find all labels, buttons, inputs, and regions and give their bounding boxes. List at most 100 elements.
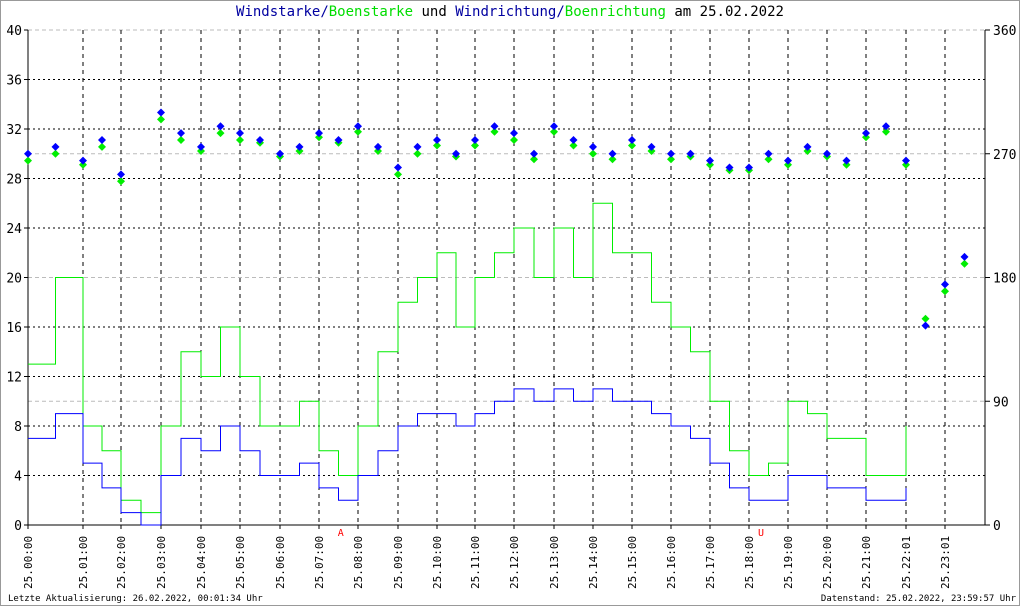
direction-point-windrichtung [706, 156, 714, 165]
y-tick-label-right: 180 [993, 272, 1016, 287]
direction-point-windrichtung [452, 149, 460, 158]
x-tick-date: 25. [821, 569, 834, 589]
y-tick-label-left: 20 [6, 272, 22, 287]
direction-point-boenrichtung [862, 133, 870, 142]
x-tick-label: 05:00 [234, 536, 247, 569]
direction-point-windrichtung [394, 163, 402, 172]
chart-title: Windstarke/Boenstarke und Windrichtung/B… [0, 4, 1020, 20]
direction-point-windrichtung [315, 129, 323, 138]
direction-point-boenrichtung [79, 160, 87, 169]
title-direction: Windrichtung [455, 4, 557, 20]
direction-point-windrichtung [803, 142, 812, 151]
direction-point-windrichtung [490, 122, 499, 131]
direction-point-boenrichtung [51, 149, 60, 158]
title-gust: Boenstarke [328, 4, 414, 20]
direction-point-boenrichtung [550, 127, 558, 136]
direction-point-boenrichtung [236, 136, 244, 144]
direction-point-windrichtung [276, 149, 284, 158]
direction-point-windrichtung [79, 156, 87, 165]
series-line-boenstarke [28, 202, 907, 514]
direction-point-windrichtung [177, 129, 185, 138]
direction-point-boenrichtung [941, 287, 949, 296]
x-tick-label: 21:00 [860, 536, 873, 569]
direction-point-windrichtung [510, 129, 518, 138]
x-tick-label: 02:00 [115, 536, 128, 569]
title-date: am 25.02.2022 [665, 4, 784, 20]
direction-point-boenrichtung [842, 160, 851, 169]
direction-point-boenrichtung [315, 133, 323, 142]
direction-point-boenrichtung [706, 160, 714, 169]
direction-point-windrichtung [51, 142, 60, 151]
direction-point-boenrichtung [589, 149, 597, 158]
direction-point-windrichtung [471, 136, 479, 144]
direction-point-windrichtung [98, 136, 106, 144]
x-tick-date: 25. [665, 569, 678, 589]
x-tick-date: 25. [508, 569, 521, 589]
x-tick-label: 13:00 [548, 536, 561, 569]
title-gust-direction: Boenrichtung [564, 4, 666, 20]
direction-point-windrichtung [295, 142, 304, 151]
direction-point-boenrichtung [24, 156, 32, 165]
direction-point-boenrichtung [882, 127, 890, 136]
x-tick-date: 25. [431, 569, 444, 589]
x-tick-date: 25. [939, 569, 952, 589]
direction-point-windrichtung [921, 321, 930, 330]
direction-point-windrichtung [256, 136, 264, 144]
direction-point-windrichtung [216, 122, 225, 131]
direction-point-boenrichtung [530, 155, 538, 164]
x-tick-date: 25. [115, 569, 128, 589]
direction-point-windrichtung [530, 149, 538, 158]
event-marker: A [338, 528, 344, 539]
x-tick-label: 09:00 [392, 536, 405, 569]
x-tick-date: 25. [313, 569, 326, 589]
direction-point-windrichtung [842, 156, 851, 165]
direction-point-windrichtung [823, 149, 831, 158]
direction-point-boenrichtung [510, 136, 518, 144]
y-tick-label-left: 0 [14, 519, 22, 534]
y-tick-label-left: 4 [14, 470, 22, 485]
x-tick-date: 25. [352, 569, 365, 589]
direction-point-windrichtung [374, 142, 382, 151]
direction-point-boenrichtung [628, 141, 636, 150]
x-tick-label: 18:00 [743, 536, 756, 569]
direction-point-boenrichtung [157, 115, 165, 124]
direction-point-boenrichtung [784, 160, 792, 169]
direction-point-boenrichtung [471, 141, 479, 150]
direction-point-boenrichtung [394, 170, 402, 179]
last-update: Letzte Aktualisierung: 26.02.2022, 00:01… [8, 594, 263, 604]
direction-point-windrichtung [413, 142, 422, 151]
direction-point-boenrichtung [921, 314, 930, 323]
x-tick-label: 07:00 [313, 536, 326, 569]
x-tick-label: 08:00 [352, 536, 365, 569]
direction-point-windrichtung [433, 136, 441, 144]
x-tick-label: 11:00 [469, 536, 482, 569]
y-tick-label-left: 40 [6, 24, 22, 39]
x-tick-label: 19:00 [782, 536, 795, 569]
y-tick-label-left: 36 [6, 74, 22, 89]
x-tick-label: 17:00 [704, 536, 717, 569]
direction-point-windrichtung [745, 163, 753, 172]
y-tick-label-left: 32 [6, 123, 22, 138]
direction-point-boenrichtung [764, 155, 773, 164]
y-tick-label-right: 0 [993, 519, 1001, 534]
direction-point-boenrichtung [117, 177, 125, 186]
x-tick-date: 25. [548, 569, 561, 589]
direction-point-boenrichtung [177, 136, 185, 144]
x-tick-date: 25. [743, 569, 756, 589]
direction-point-windrichtung [667, 149, 675, 158]
x-tick-label: 10:00 [431, 536, 444, 569]
direction-point-windrichtung [882, 122, 890, 131]
direction-point-boenrichtung [216, 129, 225, 138]
direction-point-windrichtung [550, 122, 558, 131]
title-und: und [413, 4, 456, 20]
event-marker: U [758, 528, 764, 539]
direction-point-boenrichtung [569, 141, 578, 150]
direction-point-windrichtung [725, 163, 734, 172]
direction-point-boenrichtung [902, 160, 910, 169]
x-tick-date: 25. [469, 569, 482, 589]
direction-point-boenrichtung [647, 147, 656, 155]
series-line-windstarke [28, 388, 907, 526]
direction-point-windrichtung [902, 156, 910, 165]
direction-point-boenrichtung [433, 141, 441, 150]
